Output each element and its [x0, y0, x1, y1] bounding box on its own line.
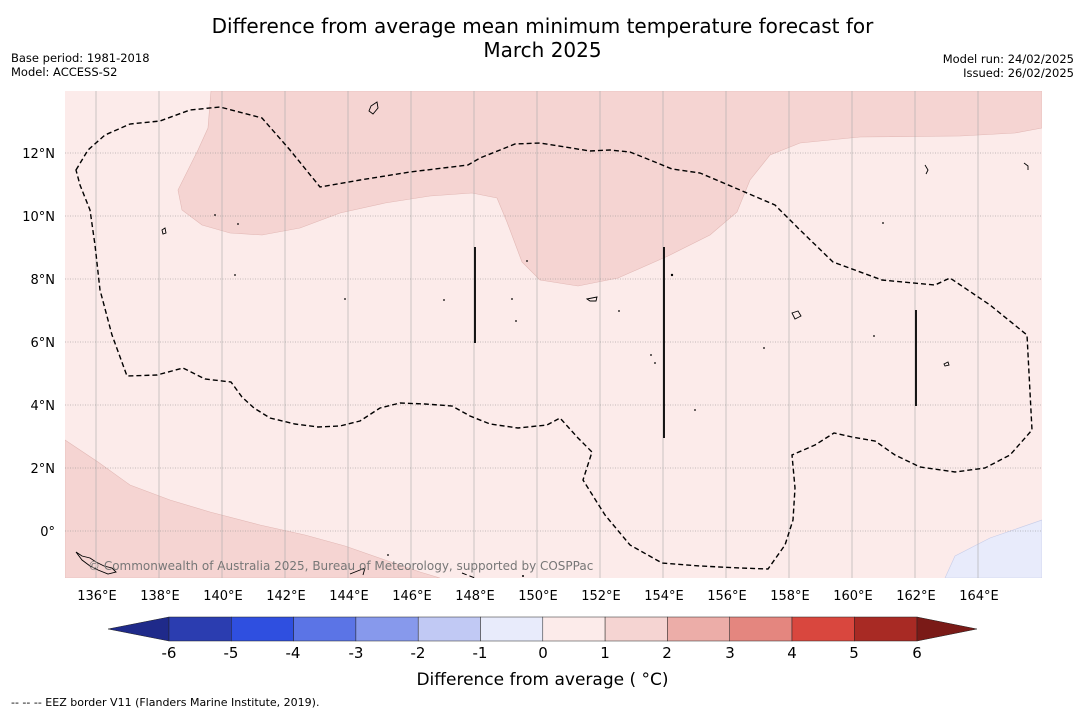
- title-line-1: Difference from average mean minimum tem…: [211, 14, 874, 38]
- lon-label: 160°E: [833, 589, 873, 604]
- lat-label: 10°N: [22, 210, 55, 225]
- lon-label: 152°E: [581, 589, 621, 604]
- lon-label: 150°E: [518, 589, 558, 604]
- colorbar-tick: 4: [787, 644, 797, 662]
- colorbar-tick: 0: [538, 644, 548, 662]
- longitude-gridlines: [95, 91, 979, 578]
- chuuk-islands: [585, 296, 598, 302]
- colorbar-tick: -2: [411, 644, 426, 662]
- colorbar-segment: [542, 616, 606, 642]
- colorbar: [107, 616, 978, 642]
- colorbar-tick: 5: [849, 644, 859, 662]
- colorbar-segment: [604, 616, 668, 642]
- eez-border-fsm-short: [461, 572, 476, 578]
- colorbar-segment: [729, 616, 793, 642]
- map-title: Difference from average mean minimum tem…: [0, 14, 1085, 62]
- title-line-2: March 2025: [483, 38, 602, 62]
- lon-label: 154°E: [644, 589, 684, 604]
- lon-label: 138°E: [140, 589, 180, 604]
- meta-right: Model run: 24/02/2025 Issued: 26/02/2025: [943, 52, 1074, 80]
- lat-label: 6°N: [31, 336, 56, 351]
- lon-label: 158°E: [770, 589, 810, 604]
- colorbar-segment: [667, 616, 730, 642]
- lat-label: 12°N: [22, 147, 55, 162]
- copyright-notice: © Commonwealth of Australia 2025, Bureau…: [88, 559, 593, 573]
- lon-label: 164°E: [959, 589, 999, 604]
- meta-left: Base period: 1981-2018 Model: ACCESS-S2: [11, 51, 150, 79]
- colorbar-segment: [231, 616, 294, 642]
- colorbar-title: Difference from average ( °C): [416, 670, 669, 690]
- colorbar-min-extension: [107, 616, 170, 642]
- colorbar-max-extension: [916, 616, 978, 642]
- colorbar-segment: [168, 616, 232, 642]
- lat-label: 4°N: [31, 399, 56, 414]
- new-ireland-coast: [349, 567, 366, 576]
- issued-date: Issued: 26/02/2025: [963, 66, 1074, 80]
- lon-label: 162°E: [896, 589, 936, 604]
- lon-label: 144°E: [329, 589, 369, 604]
- latitude-gridlines: [65, 152, 1042, 532]
- base-period: Base period: 1981-2018: [11, 51, 150, 65]
- colorbar-tick: 2: [662, 644, 672, 662]
- lon-label: 148°E: [455, 589, 495, 604]
- colorbar-segment: [791, 616, 855, 642]
- lon-label: 140°E: [203, 589, 243, 604]
- atoll-far-east: [1023, 162, 1029, 170]
- islands: [75, 101, 1029, 576]
- model-name: Model: ACCESS-S2: [11, 65, 118, 79]
- lat-label: 8°N: [31, 273, 56, 288]
- lon-label: 136°E: [77, 589, 117, 604]
- pohnpei-island: [791, 310, 802, 320]
- anomaly-region-southeast: [944, 519, 1042, 578]
- small-atolls: [214, 214, 884, 577]
- latitude-tick-labels: 12°N 10°N 8°N 6°N 4°N 2°N 0°: [22, 147, 55, 540]
- map-area: © Commonwealth of Australia 2025, Bureau…: [65, 91, 1042, 578]
- colorbar-segment: [355, 616, 419, 642]
- model-run: Model run: 24/02/2025: [942, 52, 1074, 66]
- lat-label: 2°N: [31, 462, 56, 477]
- colorbar-segment: [417, 616, 481, 642]
- longitude-tick-labels: 136°E 138°E 140°E 142°E 144°E 146°E 148°…: [77, 589, 999, 604]
- colorbar-tick: 3: [725, 644, 735, 662]
- eez-footnote: -- -- -- EEZ border V11 (Flanders Marine…: [11, 696, 320, 709]
- colorbar-segment: [480, 616, 544, 642]
- colorbar-tick: -4: [286, 644, 301, 662]
- new-guinea-coast: [75, 551, 117, 575]
- guam-island: [368, 101, 379, 115]
- colorbar-tick: -1: [473, 644, 488, 662]
- yap-island: [161, 227, 167, 235]
- colorbar-tick: -6: [162, 644, 177, 662]
- colorbar-tick: 6: [912, 644, 922, 662]
- colorbar-tick: -5: [224, 644, 239, 662]
- colorbar-segment: [854, 616, 918, 642]
- lon-label: 146°E: [392, 589, 432, 604]
- atoll-north-east: [924, 164, 929, 175]
- colorbar-tick-labels: -6 -5 -4 -3 -2 -1 0 1 2 3 4 5 6: [162, 644, 922, 662]
- anomaly-region-north: [177, 91, 1042, 287]
- lon-label: 142°E: [266, 589, 306, 604]
- lat-label: 0°: [40, 525, 55, 540]
- colorbar-tick: 1: [600, 644, 610, 662]
- colorbar-segment: [293, 616, 357, 642]
- kosrae-island: [943, 361, 950, 367]
- eez-border-palau-guam: [75, 106, 1033, 570]
- colorbar-tick: -3: [349, 644, 364, 662]
- lon-label: 156°E: [707, 589, 747, 604]
